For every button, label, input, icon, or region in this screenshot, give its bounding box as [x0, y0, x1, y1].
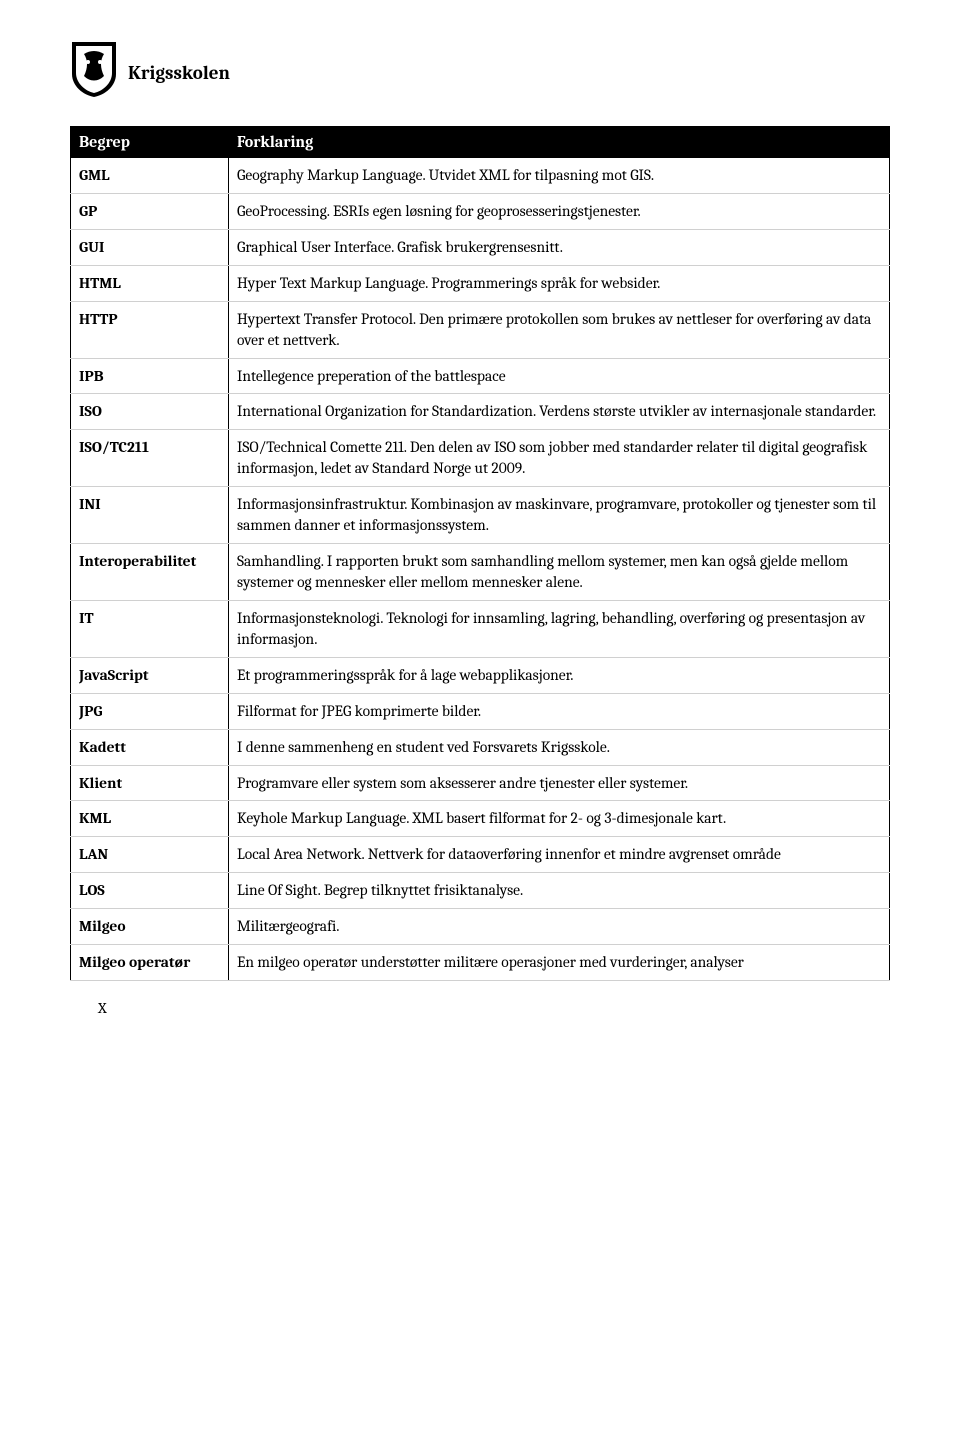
page-number: X: [70, 999, 890, 1017]
term-cell: IT: [71, 600, 229, 657]
table-header-row: Begrep Forklaring: [71, 127, 890, 158]
table-row: ITInformasjonsteknologi. Teknologi for i…: [71, 600, 890, 657]
table-row: Milgeo operatørEn milgeo operatør unders…: [71, 945, 890, 981]
desc-cell: Samhandling. I rapporten brukt som samha…: [229, 544, 890, 601]
table-row: InteroperabilitetSamhandling. I rapporte…: [71, 544, 890, 601]
page-header: Krigsskolen: [70, 40, 890, 98]
table-row: LOSLine Of Sight. Begrep tilknyttet fris…: [71, 873, 890, 909]
term-cell: IPB: [71, 358, 229, 394]
desc-cell: Filformat for JPEG komprimerte bilder.: [229, 693, 890, 729]
term-cell: LOS: [71, 873, 229, 909]
term-cell: Interoperabilitet: [71, 544, 229, 601]
table-row: MilgeoMilitærgeografi.: [71, 909, 890, 945]
page-container: Krigsskolen Begrep Forklaring GMLGeograp…: [0, 0, 960, 1047]
term-cell: LAN: [71, 837, 229, 873]
desc-cell: Militærgeografi.: [229, 909, 890, 945]
col-header-desc: Forklaring: [229, 127, 890, 158]
term-cell: Milgeo: [71, 909, 229, 945]
desc-cell: Intellegence preperation of the battlesp…: [229, 358, 890, 394]
term-cell: Klient: [71, 765, 229, 801]
term-cell: JPG: [71, 693, 229, 729]
table-row: ISO/TC211ISO/Technical Comette 211. Den …: [71, 430, 890, 487]
term-cell: INI: [71, 487, 229, 544]
desc-cell: Line Of Sight. Begrep tilknyttet frisikt…: [229, 873, 890, 909]
desc-cell: Informasjonsteknologi. Teknologi for inn…: [229, 600, 890, 657]
desc-cell: Et programmeringsspråk for å lage webapp…: [229, 657, 890, 693]
table-row: GMLGeography Markup Language. Utvidet XM…: [71, 158, 890, 194]
desc-cell: Hyper Text Markup Language. Programmerin…: [229, 265, 890, 301]
term-cell: Milgeo operatør: [71, 945, 229, 981]
brand-title: Krigsskolen: [128, 62, 230, 84]
table-row: JPGFilformat for JPEG komprimerte bilder…: [71, 693, 890, 729]
desc-cell: Local Area Network. Nettverk for dataove…: [229, 837, 890, 873]
table-row: KadettI denne sammenheng en student ved …: [71, 729, 890, 765]
desc-cell: Geography Markup Language. Utvidet XML f…: [229, 158, 890, 194]
term-cell: HTML: [71, 265, 229, 301]
term-cell: JavaScript: [71, 657, 229, 693]
term-cell: Kadett: [71, 729, 229, 765]
table-row: KMLKeyhole Markup Language. XML basert f…: [71, 801, 890, 837]
desc-cell: I denne sammenheng en student ved Forsva…: [229, 729, 890, 765]
desc-cell: Hypertext Transfer Protocol. Den primære…: [229, 301, 890, 358]
table-row: ISOInternational Organization for Standa…: [71, 394, 890, 430]
table-row: IPBIntellegence preperation of the battl…: [71, 358, 890, 394]
table-row: GPGeoProcessing. ESRIs egen løsning for …: [71, 193, 890, 229]
table-row: KlientProgramvare eller system som akses…: [71, 765, 890, 801]
term-cell: HTTP: [71, 301, 229, 358]
desc-cell: ISO/Technical Comette 211. Den delen av …: [229, 430, 890, 487]
glossary-table: Begrep Forklaring GMLGeography Markup La…: [70, 126, 890, 981]
term-cell: ISO: [71, 394, 229, 430]
table-row: HTMLHyper Text Markup Language. Programm…: [71, 265, 890, 301]
desc-cell: Programvare eller system som aksesserer …: [229, 765, 890, 801]
desc-cell: En milgeo operatør understøtter militære…: [229, 945, 890, 981]
table-row: LANLocal Area Network. Nettverk for data…: [71, 837, 890, 873]
desc-cell: Keyhole Markup Language. XML basert filf…: [229, 801, 890, 837]
table-row: HTTPHypertext Transfer Protocol. Den pri…: [71, 301, 890, 358]
desc-cell: GeoProcessing. ESRIs egen løsning for ge…: [229, 193, 890, 229]
term-cell: ISO/TC211: [71, 430, 229, 487]
table-row: GUIGraphical User Interface. Grafisk bru…: [71, 229, 890, 265]
desc-cell: International Organization for Standardi…: [229, 394, 890, 430]
desc-cell: Graphical User Interface. Grafisk bruker…: [229, 229, 890, 265]
desc-cell: Informasjonsinfrastruktur. Kombinasjon a…: [229, 487, 890, 544]
col-header-term: Begrep: [71, 127, 229, 158]
term-cell: KML: [71, 801, 229, 837]
shield-logo-icon: [70, 40, 118, 98]
table-row: JavaScriptEt programmeringsspråk for å l…: [71, 657, 890, 693]
term-cell: GUI: [71, 229, 229, 265]
table-row: INIInformasjonsinfrastruktur. Kombinasjo…: [71, 487, 890, 544]
term-cell: GML: [71, 158, 229, 194]
term-cell: GP: [71, 193, 229, 229]
